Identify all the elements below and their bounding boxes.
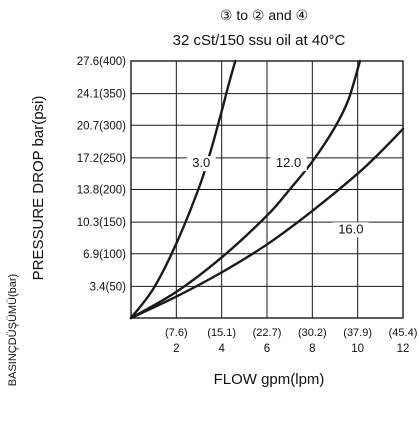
chart-title: ③ to ② and ④	[220, 7, 308, 23]
curve-label-backdrop	[270, 156, 307, 172]
curve-label-12-0: 12.0	[276, 155, 301, 170]
x-tick-label: 12	[397, 343, 410, 355]
x-tick-secondary-label: (15.1)	[207, 327, 236, 339]
side-label: BASINÇDÜŞÜMÜ(bar)	[7, 274, 19, 386]
plot-border	[130, 60, 404, 319]
x-tick-secondary-label: (7.6)	[165, 327, 188, 339]
y-tick-label: 27.6(400)	[77, 56, 126, 68]
x-tick-label: 6	[264, 343, 270, 355]
y-tick-labels: 3.4(50) 6.9(100) 10.3(150) 13.8(200) 17.2(25…	[77, 56, 126, 293]
grid	[131, 61, 403, 318]
series-line-12-0	[129, 59, 362, 320]
y-axis-label: PRESSURE DROP bar(psi)	[30, 96, 47, 281]
curve-label-16-0: 16.0	[338, 221, 363, 236]
x-tick-labels: (7.6) 2 (15.1) 4 (22.7) 6 (30.2) 8 (37.9) 10 (45.4…	[165, 327, 417, 355]
x-tick-label: 2	[173, 343, 179, 355]
y-tick-label: 24.1(350)	[77, 89, 126, 101]
x-tick-secondary-label: (45.4)	[389, 327, 418, 339]
y-tick-label: 10.3(150)	[77, 217, 126, 229]
series-line-16-0	[129, 127, 405, 320]
curve-label-backdrop	[186, 156, 216, 172]
y-tick-label: 13.8(200)	[77, 185, 126, 197]
x-tick-label: 4	[218, 343, 225, 355]
curve-label-3-0: 3.0	[192, 155, 210, 170]
y-tick-label: 6.9(100)	[83, 249, 126, 261]
plot-frame	[130, 60, 404, 319]
x-tick-label: 8	[309, 343, 315, 355]
x-tick-label: 10	[351, 343, 364, 355]
y-tick-label: 20.7(300)	[77, 120, 126, 132]
y-tick-label: 17.2(250)	[77, 153, 126, 165]
x-axis-label: FLOW gpm(lpm)	[214, 371, 325, 388]
curve-labels: 3.0 12.0 16.0	[186, 155, 370, 238]
x-tick-secondary-label: (37.9)	[343, 327, 372, 339]
x-tick-secondary-label: (30.2)	[298, 327, 327, 339]
x-tick-secondary-label: (22.7)	[253, 327, 282, 339]
chart-subtitle: 32 cSt/150 ssu oil at 40°C	[173, 32, 346, 49]
y-tick-label: 3.4(50)	[90, 281, 127, 293]
curve-label-backdrop	[332, 222, 370, 238]
